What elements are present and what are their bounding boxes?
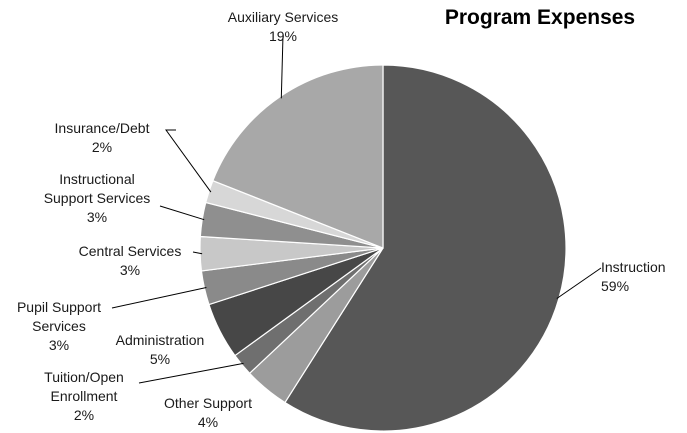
leader-line-auxiliary-services <box>280 34 284 99</box>
data-label-instructional-support-services: Instructional Support Services 3% <box>44 171 151 225</box>
leader-line-tuition-open-enrollment <box>138 362 244 384</box>
data-label-tuition-open-enrollment: Tuition/Open Enrollment 2% <box>44 369 124 423</box>
data-label-auxiliary-services: Auxiliary Services 19% <box>228 9 338 44</box>
chart-title: Program Expenses <box>445 6 635 29</box>
leader-line-central-services <box>192 251 203 255</box>
data-label-pupil-support-services: Pupil Support Services 3% <box>17 299 101 353</box>
leader-line-pupil-support-services <box>111 287 207 309</box>
data-label-instruction: Instruction 59% <box>601 259 666 294</box>
data-label-other-support: Other Support 4% <box>164 395 252 430</box>
data-label-central-services: Central Services 3% <box>79 243 182 278</box>
leader-line-instruction <box>556 267 602 299</box>
leader-line-insurance-debt <box>165 129 212 193</box>
data-label-insurance-debt: Insurance/Debt 2% <box>55 120 150 155</box>
pie-slice-instruction <box>284 64 567 432</box>
leader-line-instructional-support-services <box>159 205 205 221</box>
data-label-administration: Administration 5% <box>116 332 205 367</box>
pie-slice-auxiliary-services <box>212 64 384 249</box>
